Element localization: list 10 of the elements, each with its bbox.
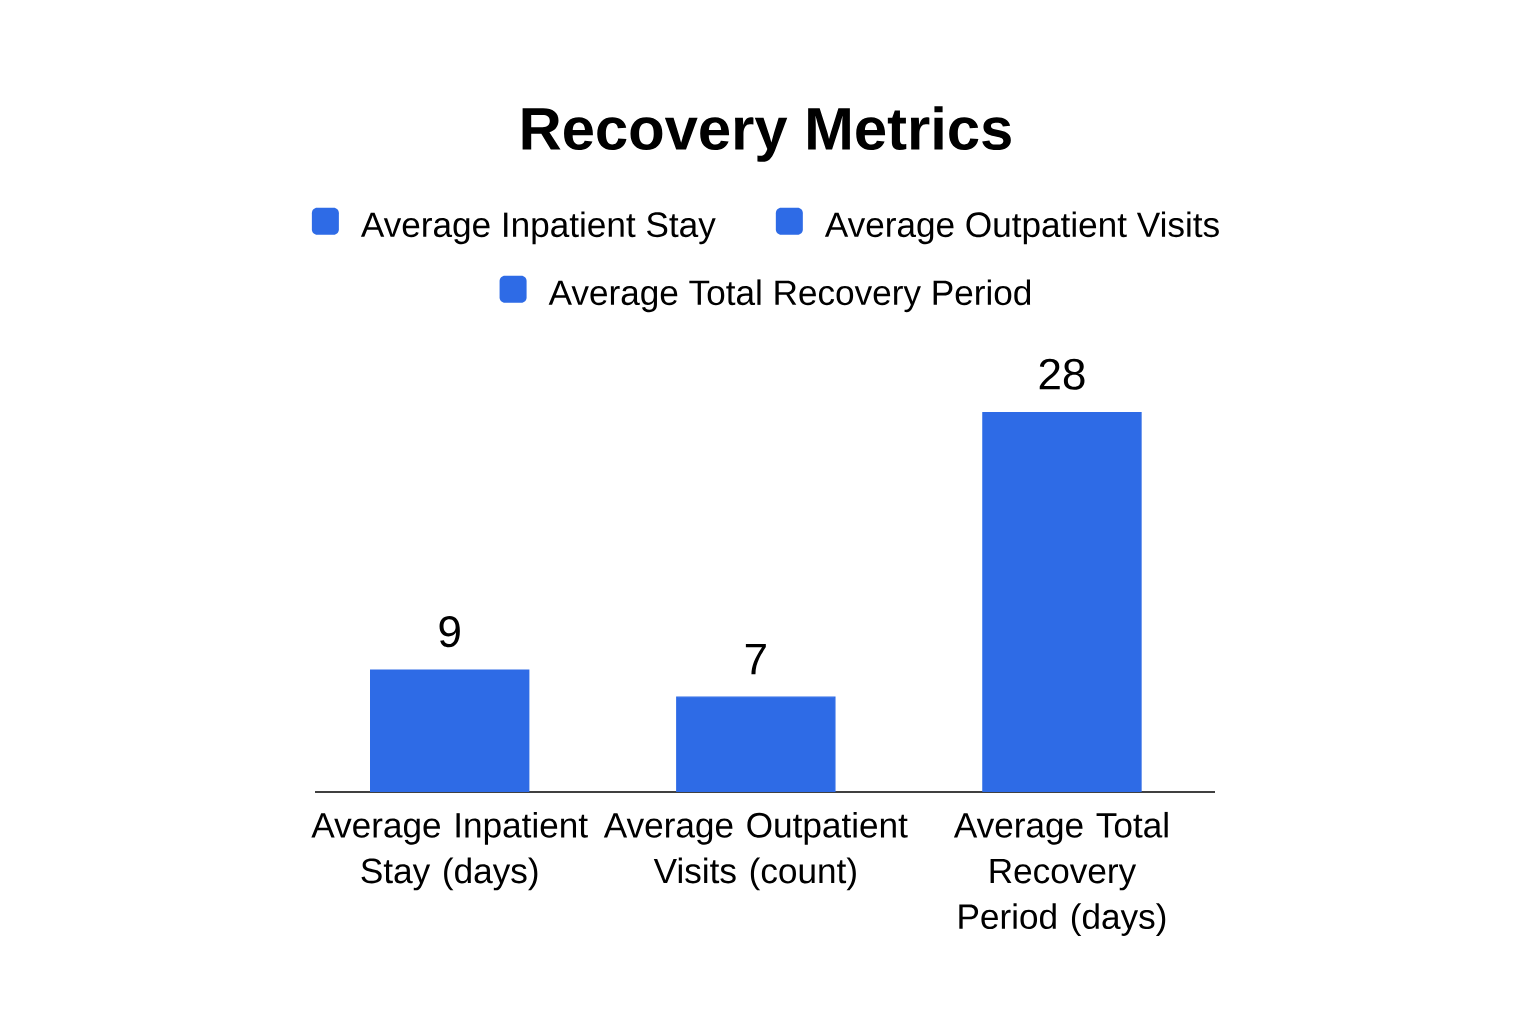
x-tick-label: Average Inpatient Stay (days): [311, 811, 588, 891]
data-label: 9: [439, 616, 460, 648]
legend-label: Average Inpatient Stay: [360, 211, 716, 245]
x-tick-label: Average Outpatient Visits (count): [603, 811, 908, 891]
chart-title: Recovery Metrics: [522, 106, 1011, 162]
legend-label: Average Total Recovery Period: [548, 279, 1031, 313]
data-label: 28: [1039, 358, 1085, 390]
x-tick-label: Average Total Recovery Period (days): [953, 811, 1168, 937]
legend-label: Average Outpatient Visits: [824, 211, 1219, 245]
data-label: 7: [745, 644, 766, 675]
